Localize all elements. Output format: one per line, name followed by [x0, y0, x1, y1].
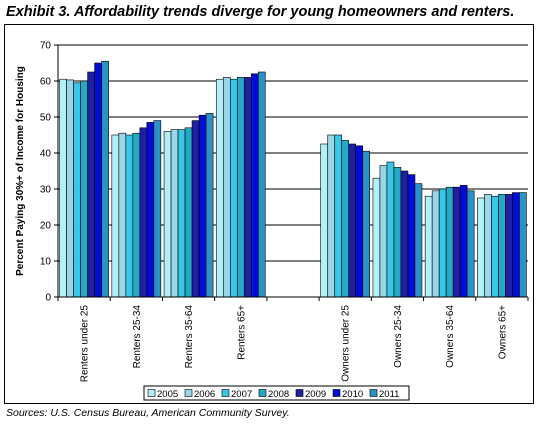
- legend-swatch: [295, 389, 304, 397]
- bar: [320, 143, 329, 298]
- bars: [59, 60, 527, 298]
- legend-label: 2005: [157, 389, 178, 400]
- chart-frame: 0 10 20 30 40 50 60 70 Renters under 25 Renters 2…: [4, 24, 534, 404]
- legend: 2005 2006 2007 2008 2009 2010 2011: [143, 385, 410, 401]
- bar: [491, 195, 499, 298]
- bar: [170, 129, 179, 298]
- legend-label: 2010: [342, 389, 363, 400]
- legend-label: 2006: [194, 389, 215, 400]
- bar: [229, 78, 238, 298]
- bar: [372, 177, 381, 298]
- y-tick-label: 70: [40, 41, 52, 52]
- bar: [111, 134, 120, 298]
- legend-swatch: [369, 389, 378, 397]
- y-tick-label: 60: [40, 77, 52, 88]
- bar: [66, 79, 74, 298]
- bar: [153, 120, 162, 298]
- x-tick-label: Renters under 25: [80, 305, 91, 383]
- bar: [505, 194, 513, 298]
- legend-label: 2011: [379, 389, 399, 400]
- bar: [80, 80, 88, 298]
- bar-chart: 0 10 20 30 40 50 60 70 Renters under 25 Renters 2…: [15, 41, 529, 401]
- bar: [236, 77, 245, 298]
- bar: [243, 77, 252, 298]
- x-tick-label: Renters 25-34: [132, 305, 143, 369]
- bar: [400, 170, 409, 298]
- legend-swatch: [184, 389, 193, 397]
- bar: [132, 132, 141, 298]
- x-tick-label: Owners 25-34: [393, 305, 404, 368]
- legend-swatch: [258, 389, 267, 397]
- y-tick-label: 50: [40, 113, 52, 124]
- bar: [362, 150, 371, 298]
- bar: [459, 185, 468, 298]
- bar: [94, 62, 102, 298]
- bar: [348, 143, 357, 298]
- bar: [477, 197, 485, 298]
- bar: [205, 113, 214, 298]
- x-tick-label: Owners under 25: [341, 305, 352, 382]
- bar: [379, 165, 388, 298]
- x-tick-label: Renters 65+: [236, 305, 247, 360]
- axes: 0 10 20 30 40 50 60 70 Renters under 25 Renters 2…: [40, 41, 529, 383]
- bar: [519, 192, 527, 298]
- bar: [424, 195, 433, 298]
- bar: [250, 73, 259, 298]
- bar: [215, 78, 224, 298]
- legend-label: 2008: [268, 389, 289, 400]
- bar: [512, 192, 520, 298]
- bar: [431, 190, 440, 298]
- legend-label: 2007: [231, 389, 252, 400]
- bar: [334, 134, 343, 298]
- y-tick-label: 30: [40, 185, 52, 196]
- bar: [101, 60, 109, 298]
- legend-label: 2009: [305, 389, 326, 400]
- legend-swatch: [332, 389, 341, 397]
- bar: [118, 132, 127, 298]
- bar: [414, 183, 423, 298]
- bar: [445, 186, 454, 298]
- x-tick-label: Owners 65+: [497, 305, 508, 359]
- bar: [393, 167, 402, 298]
- bar: [466, 190, 475, 298]
- bar: [498, 194, 506, 298]
- bar: [125, 134, 134, 298]
- bar: [452, 186, 461, 298]
- bar: [222, 77, 231, 298]
- chart-title: Exhibit 3. Affordability trends diverge …: [6, 4, 515, 20]
- y-tick-label: 0: [45, 293, 51, 304]
- bar: [139, 127, 148, 298]
- bar: [163, 131, 172, 298]
- x-tick-label: Owners 35-64: [445, 305, 456, 368]
- x-tick-label: Renters 35-64: [184, 305, 195, 369]
- bar: [191, 120, 200, 298]
- bar: [146, 122, 155, 298]
- legend-box: [143, 385, 410, 401]
- bar: [341, 140, 350, 298]
- y-tick-label: 20: [40, 221, 52, 232]
- bar: [438, 188, 447, 298]
- bar: [73, 82, 81, 298]
- y-axis-label: Percent Paying 30%+ of Income for Housin…: [15, 66, 26, 276]
- bar: [257, 71, 266, 298]
- bar: [327, 134, 336, 298]
- y-tick-label: 10: [40, 257, 52, 268]
- bar: [177, 129, 186, 298]
- bar: [484, 194, 492, 298]
- bar: [407, 174, 416, 298]
- bar: [87, 71, 95, 298]
- bar: [59, 78, 67, 298]
- source-note: Sources: U.S. Census Bureau, American Co…: [6, 407, 290, 419]
- legend-swatch: [221, 389, 230, 397]
- y-tick-label: 40: [40, 149, 52, 160]
- bar: [198, 114, 207, 298]
- bar: [386, 161, 395, 298]
- bar: [184, 127, 193, 298]
- legend-swatch: [147, 389, 156, 397]
- bar: [355, 145, 364, 298]
